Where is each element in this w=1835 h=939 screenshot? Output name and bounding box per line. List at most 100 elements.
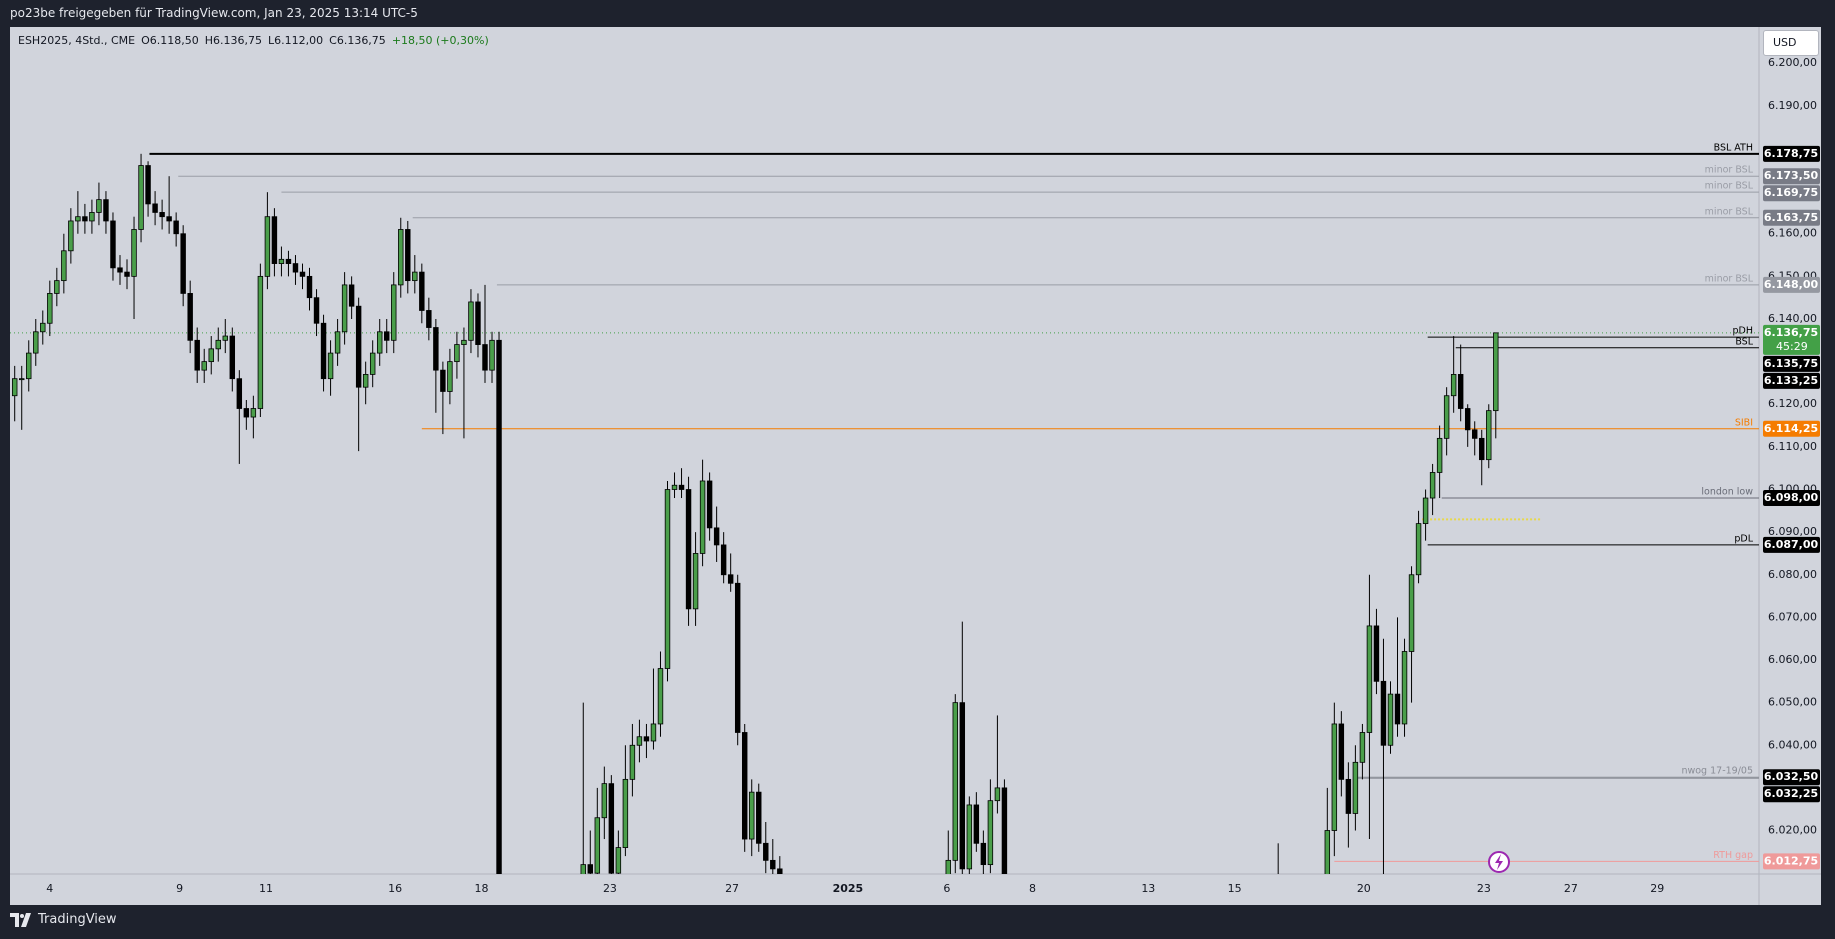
chart-background: [10, 27, 1821, 905]
candle-body: [1394, 693, 1401, 725]
price-tag: [1763, 853, 1820, 870]
y-tick-label: 6.160,00: [1768, 227, 1817, 240]
level-label: BSL: [1735, 336, 1753, 347]
candle-body: [96, 199, 102, 213]
legend-high: H6.136,75: [204, 34, 263, 47]
candle-body: [1345, 778, 1352, 814]
candle-body: [1493, 332, 1499, 412]
candle-body: [777, 868, 783, 874]
level-label: minor BSL: [1705, 165, 1754, 176]
candle-body: [1324, 830, 1331, 874]
price-tag-label: 6.032,25: [1764, 787, 1818, 800]
candle-body: [68, 220, 74, 252]
candle-body: [180, 233, 186, 294]
candle-body: [454, 344, 460, 363]
candle-body: [201, 361, 207, 371]
candle-body: [489, 339, 495, 371]
candle-body: [208, 348, 214, 363]
price-tag: [1763, 536, 1820, 553]
candle-body: [685, 489, 692, 610]
candle-body: [482, 344, 488, 371]
candle-body: [461, 339, 467, 345]
candle-body: [594, 817, 601, 874]
candle-body: [1359, 732, 1366, 763]
candle-body: [187, 293, 193, 341]
alert-icon[interactable]: [1488, 851, 1510, 873]
candle-body: [26, 352, 32, 380]
y-tick-label: 6.090,00: [1768, 525, 1817, 538]
candle-body: [412, 271, 418, 282]
candle-body: [299, 271, 306, 277]
candle-body: [355, 305, 362, 388]
currency-button[interactable]: USD: [1763, 30, 1819, 56]
candle-body: [657, 668, 664, 725]
price-tag-label: 6.098,00: [1764, 491, 1819, 504]
candle-body: [341, 284, 348, 333]
price-tag: [1763, 324, 1820, 355]
candle-body: [1401, 651, 1408, 725]
candle-body: [1422, 497, 1429, 525]
candle-body: [727, 574, 734, 584]
price-tag-label: 6.163,75: [1764, 211, 1818, 224]
candle-body: [19, 378, 25, 381]
legend-close: C6.136,75: [329, 34, 386, 47]
price-tag-label: 6.133,25: [1764, 374, 1818, 387]
candle-body: [1380, 680, 1387, 746]
price-tag: [1763, 168, 1820, 185]
candle-body: [278, 258, 285, 264]
candle-body: [1479, 437, 1485, 461]
candle-body: [973, 804, 980, 844]
candle-body: [692, 553, 699, 610]
price-tag-label: 6.032,50: [1764, 770, 1819, 783]
candle-body: [222, 335, 228, 341]
price-tag-label: 6.148,00: [1764, 278, 1819, 291]
candle-body: [131, 229, 137, 277]
level-label: london low: [1701, 487, 1753, 498]
candle-body: [1387, 693, 1394, 746]
candle-body: [749, 791, 755, 840]
y-tick-label: 6.190,00: [1768, 99, 1817, 112]
y-tick-label: 6.060,00: [1768, 653, 1817, 666]
y-tick-label: 6.140,00: [1768, 312, 1817, 325]
x-tick-label: 27: [725, 882, 739, 895]
candle-body: [159, 212, 165, 218]
level-label: minor BSL: [1705, 273, 1754, 284]
candle-body: [1338, 723, 1345, 780]
candle-body: [1429, 472, 1436, 499]
candle-body: [1457, 374, 1464, 409]
candle-body: [615, 847, 622, 874]
candle-body: [264, 216, 271, 277]
candle-body: [89, 212, 95, 222]
candle-body: [650, 723, 657, 742]
x-tick-label: 27: [1564, 882, 1578, 895]
legend-symbol: ESH2025, 4Std., CME: [18, 34, 136, 47]
x-tick-label: 9: [176, 882, 183, 895]
candle-body: [580, 864, 586, 874]
x-tick-label: 23: [603, 882, 617, 895]
candle-body: [257, 275, 264, 409]
candle-body: [40, 322, 46, 333]
x-tick-label: 15: [1228, 882, 1242, 895]
candle-body: [426, 310, 432, 328]
candle-body: [468, 301, 474, 341]
legend-open: O6.118,50: [141, 34, 199, 47]
x-tick-label: 16: [388, 882, 402, 895]
price-tag-label: 6.169,75: [1764, 186, 1818, 199]
x-tick-label: 29: [1650, 882, 1664, 895]
x-tick-label: 18: [474, 882, 488, 895]
x-tick-label: 20: [1357, 882, 1371, 895]
level-label: minor BSL: [1705, 181, 1754, 192]
candle-body: [756, 791, 762, 844]
footer: TradingView: [10, 912, 117, 927]
plot-area: BSL ATH minor BSL minor BSL minor BSL minor …: [10, 142, 1759, 874]
candle-body: [447, 361, 453, 392]
candle-body: [636, 736, 643, 746]
y-tick-label: 6.110,00: [1768, 440, 1817, 453]
candle-body: [763, 842, 769, 861]
candle-body: [664, 489, 671, 669]
brand-name: TradingView: [38, 912, 117, 927]
candle-body: [271, 216, 278, 264]
candle-body: [327, 352, 334, 380]
candle-body: [138, 165, 144, 230]
